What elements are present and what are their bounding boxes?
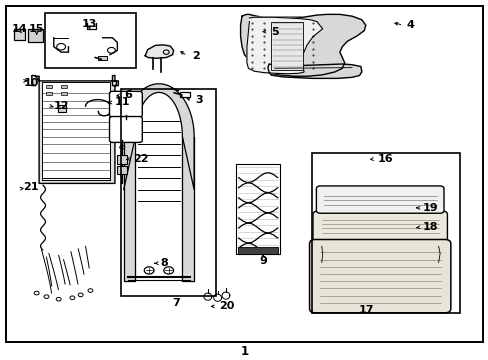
Text: 20: 20 [219,301,234,311]
Text: 13: 13 [81,19,97,29]
Text: 15: 15 [29,24,44,34]
Text: 9: 9 [259,256,266,266]
Text: 4: 4 [406,20,414,30]
Bar [271,22,303,70]
Polygon shape [145,45,173,58]
Text: 6: 6 [124,90,132,100]
Text: 21: 21 [23,182,39,192]
Bar [46,92,52,95]
Text: 22: 22 [133,154,148,164]
Text: 10: 10 [23,78,39,88]
Text: 2: 2 [191,51,199,61]
Text: 16: 16 [377,154,392,164]
Polygon shape [32,76,118,183]
FancyBboxPatch shape [316,186,443,213]
Polygon shape [267,64,361,78]
Polygon shape [123,137,135,281]
Bar [117,166,127,174]
Polygon shape [182,137,194,281]
Polygon shape [240,14,365,76]
Polygon shape [246,17,322,74]
Bar [238,247,278,253]
FancyBboxPatch shape [109,91,142,117]
Bar [45,13,136,68]
Text: 3: 3 [195,95,203,105]
Text: 18: 18 [422,222,438,232]
Bar [61,85,67,88]
Text: 1: 1 [240,345,248,358]
Bar [28,30,42,42]
FancyBboxPatch shape [309,239,450,313]
Text: 8: 8 [160,258,168,268]
Text: 14: 14 [12,24,27,34]
Bar [311,153,459,313]
Bar [121,89,216,296]
Text: 11: 11 [115,98,130,108]
Text: 5: 5 [271,27,279,37]
Bar [180,92,189,97]
Bar [46,85,52,88]
Bar [41,82,110,180]
Text: 12: 12 [54,101,69,111]
Text: 17: 17 [358,305,374,315]
Bar [14,30,25,40]
Polygon shape [123,84,194,189]
Text: 7: 7 [172,298,180,308]
Bar [61,92,67,95]
Bar [98,56,106,60]
Bar [58,105,65,112]
FancyBboxPatch shape [109,117,142,143]
FancyBboxPatch shape [312,211,447,242]
Text: 19: 19 [422,203,438,213]
Bar [236,163,280,253]
Bar [117,155,127,163]
